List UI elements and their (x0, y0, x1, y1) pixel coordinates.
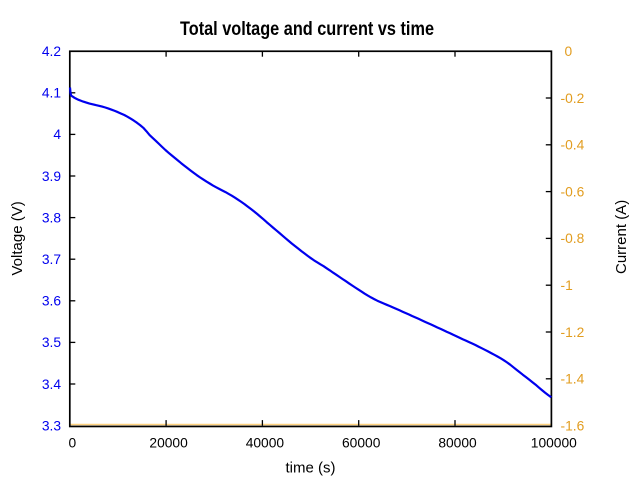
svg-text:-0.4: -0.4 (561, 138, 585, 153)
svg-text:-0.8: -0.8 (561, 231, 585, 246)
svg-text:3.8: 3.8 (42, 210, 62, 225)
svg-text:100000: 100000 (531, 436, 577, 451)
svg-text:3.9: 3.9 (42, 169, 62, 184)
svg-text:20000: 20000 (149, 436, 188, 451)
svg-text:3.6: 3.6 (42, 294, 62, 309)
svg-text:-1.4: -1.4 (561, 372, 585, 387)
svg-text:-0.6: -0.6 (561, 184, 585, 199)
svg-text:-1: -1 (561, 278, 573, 293)
svg-text:-0.2: -0.2 (561, 91, 585, 106)
svg-text:0: 0 (565, 44, 573, 59)
svg-text:4.2: 4.2 (42, 44, 61, 59)
svg-text:40000: 40000 (246, 436, 285, 451)
svg-text:3.4: 3.4 (42, 377, 62, 392)
svg-text:3.3: 3.3 (42, 418, 62, 433)
svg-text:time (s): time (s) (286, 459, 336, 476)
svg-text:4: 4 (53, 127, 61, 142)
svg-text:-1.2: -1.2 (561, 325, 585, 340)
svg-text:Voltage (V): Voltage (V) (9, 201, 26, 275)
svg-text:3.5: 3.5 (42, 335, 62, 350)
svg-text:3.7: 3.7 (42, 252, 61, 267)
svg-text:60000: 60000 (342, 436, 381, 451)
svg-text:-1.6: -1.6 (561, 418, 585, 433)
svg-text:80000: 80000 (438, 436, 477, 451)
svg-text:4.1: 4.1 (42, 86, 61, 101)
svg-text:Current (A): Current (A) (613, 200, 630, 274)
svg-text:0: 0 (68, 436, 76, 451)
svg-text:Total voltage and current vs t: Total voltage and current vs time (180, 19, 434, 40)
